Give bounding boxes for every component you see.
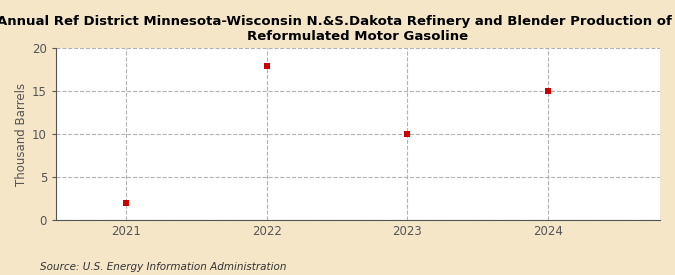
Point [402, 132, 412, 136]
Title: Annual Ref District Minnesota-Wisconsin N.&S.Dakota Refinery and Blender Product: Annual Ref District Minnesota-Wisconsin … [0, 15, 675, 43]
Point [121, 201, 132, 205]
Y-axis label: Thousand Barrels: Thousand Barrels [15, 83, 28, 186]
Point [261, 63, 272, 68]
Point [542, 89, 553, 94]
Text: Source: U.S. Energy Information Administration: Source: U.S. Energy Information Administ… [40, 262, 287, 272]
